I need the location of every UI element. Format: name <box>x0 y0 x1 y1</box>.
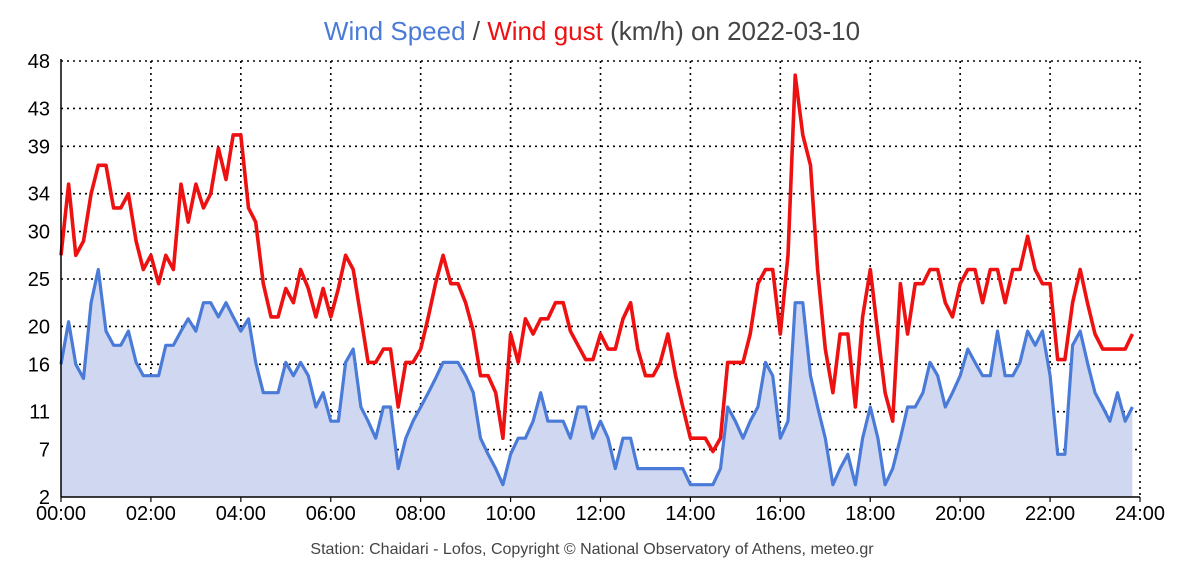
x-tick-label: 24:00 <box>1115 503 1165 525</box>
wind-gust-line-layer <box>59 73 1135 454</box>
title-separator: / <box>466 16 488 46</box>
wind-speed-line <box>59 267 1134 487</box>
y-tick-label: 2 <box>39 487 50 509</box>
title-wind-gust: Wind gust <box>487 16 603 46</box>
x-tick-label: 22:00 <box>1025 503 1075 525</box>
y-tick-label: 30 <box>28 222 50 244</box>
x-tick-label: 08:00 <box>396 503 446 525</box>
wind-gust-line <box>59 73 1135 454</box>
y-tick-label: 48 <box>28 51 50 73</box>
footer-copyright: Station: Chaidari - Lofos, Copyright © N… <box>310 541 874 558</box>
x-tick-label: 04:00 <box>216 503 266 525</box>
y-tick-labels: 2 7 11 16 20 25 30 34 39 43 48 <box>28 51 50 509</box>
x-tick-label: 06:00 <box>306 503 356 525</box>
y-tick-label: 25 <box>28 269 50 291</box>
title-rest: (km/h) on 2022-03-10 <box>603 16 860 46</box>
x-tick-label: 10:00 <box>486 503 536 525</box>
y-tick-label: 43 <box>28 98 50 120</box>
y-tick-label: 7 <box>39 440 50 462</box>
y-tick-label: 16 <box>28 354 50 376</box>
y-tick-label: 39 <box>28 136 50 158</box>
x-tick-label: 12:00 <box>575 503 625 525</box>
chart-title: Wind Speed / Wind gust (km/h) on 2022-03… <box>324 16 860 46</box>
x-tick-label: 14:00 <box>665 503 715 525</box>
x-tick-label: 20:00 <box>935 503 985 525</box>
y-tick-label: 11 <box>29 402 50 424</box>
grid-lines <box>61 60 1141 497</box>
x-tick-label: 18:00 <box>845 503 895 525</box>
axes <box>60 59 1141 502</box>
x-tick-label: 16:00 <box>755 503 805 525</box>
x-tick-labels: 00:00 02:00 04:00 06:00 08:00 10:00 12:00 14:00… <box>36 503 1165 525</box>
y-tick-label: 34 <box>28 184 50 206</box>
wind-speed-area <box>61 269 1133 497</box>
y-tick-label: 20 <box>28 316 50 338</box>
wind-speed-area-layer <box>59 267 1134 497</box>
x-tick-label: 00:00 <box>36 503 86 525</box>
x-tick-label: 02:00 <box>126 503 176 525</box>
title-wind-speed: Wind Speed <box>324 16 466 46</box>
